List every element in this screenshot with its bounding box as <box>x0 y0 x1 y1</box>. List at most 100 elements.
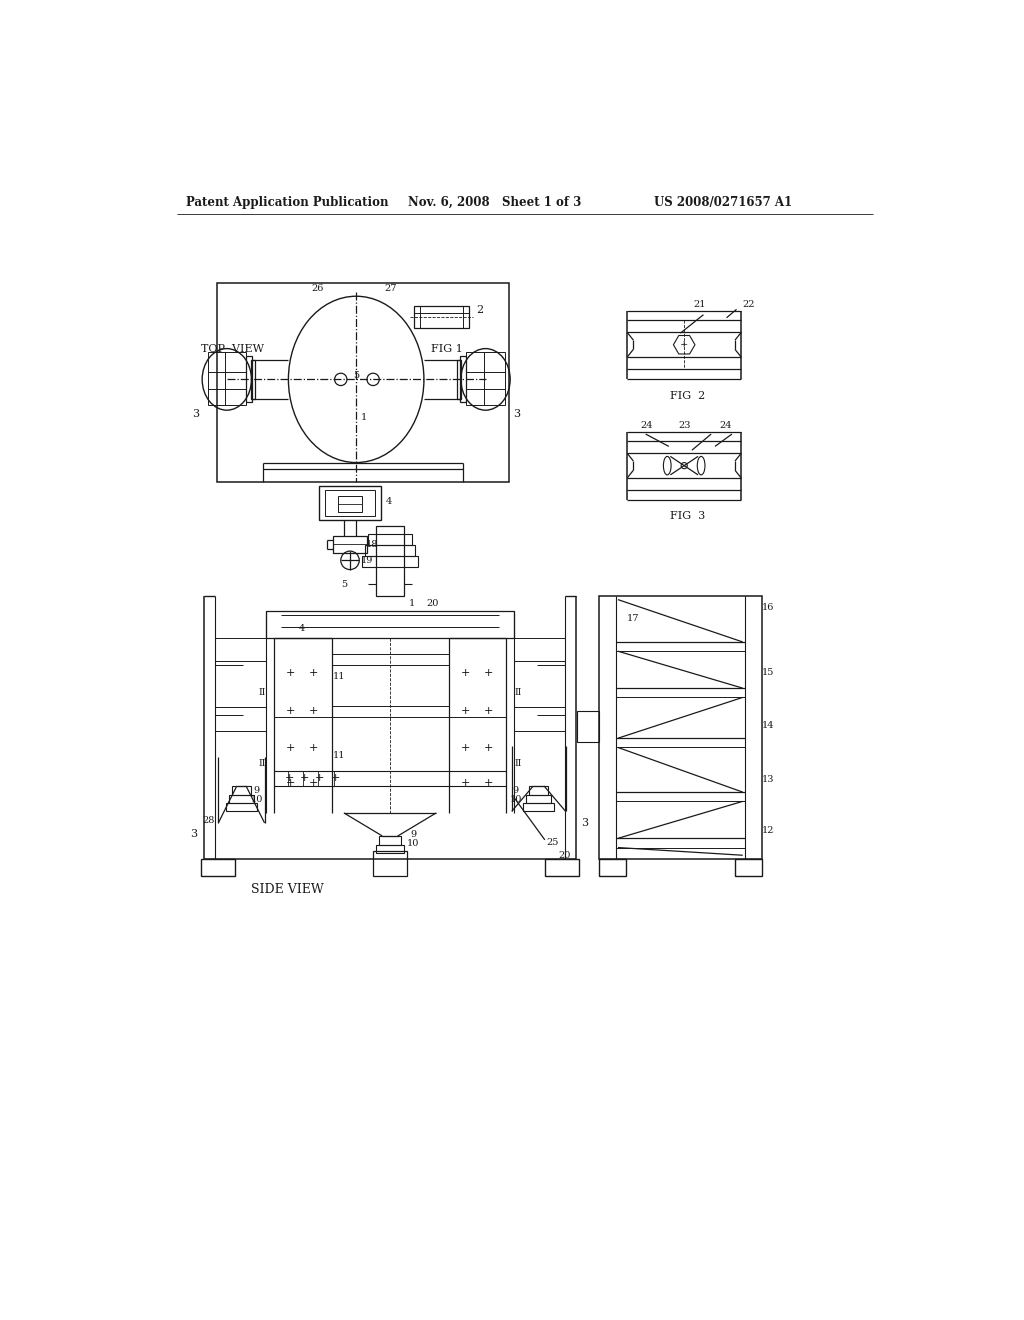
Bar <box>232 785 251 795</box>
Text: 10: 10 <box>251 796 263 804</box>
Text: 1: 1 <box>360 413 367 422</box>
Text: 1: 1 <box>409 599 415 609</box>
Text: II: II <box>259 688 266 697</box>
Text: +: + <box>286 706 295 717</box>
Bar <box>366 545 415 556</box>
Bar <box>529 785 548 795</box>
Polygon shape <box>674 335 695 354</box>
Bar <box>266 611 514 638</box>
Text: 2: 2 <box>476 305 483 315</box>
Text: +: + <box>309 706 318 717</box>
Text: +: + <box>484 777 494 788</box>
Bar <box>545 859 580 876</box>
Text: 4: 4 <box>299 624 305 634</box>
Text: FIG  3: FIG 3 <box>671 511 706 521</box>
Bar <box>414 306 469 327</box>
Text: 20: 20 <box>558 851 570 859</box>
Bar <box>339 496 361 512</box>
Text: 18: 18 <box>366 540 378 549</box>
Bar <box>326 490 375 516</box>
Text: +: + <box>309 743 318 754</box>
Text: 25: 25 <box>547 838 559 846</box>
Bar <box>373 851 407 876</box>
Text: 5: 5 <box>341 579 347 589</box>
Text: +: + <box>286 777 295 788</box>
Text: 3: 3 <box>513 409 520 418</box>
Bar <box>466 352 505 405</box>
Text: +: + <box>315 774 325 783</box>
Bar <box>252 360 255 399</box>
Text: II: II <box>259 759 266 768</box>
Text: 11: 11 <box>333 751 345 760</box>
Text: +: + <box>309 777 318 788</box>
Text: 28: 28 <box>202 816 214 825</box>
Text: 16: 16 <box>762 603 774 611</box>
Text: Nov. 6, 2008   Sheet 1 of 3: Nov. 6, 2008 Sheet 1 of 3 <box>408 195 582 209</box>
Text: II: II <box>514 688 521 697</box>
Text: 26: 26 <box>311 284 324 293</box>
Text: +: + <box>286 743 295 754</box>
Bar <box>208 352 246 405</box>
Text: II: II <box>514 759 521 768</box>
Bar <box>333 536 367 553</box>
Text: 10: 10 <box>509 796 522 804</box>
Text: 27: 27 <box>385 284 397 293</box>
Text: 14: 14 <box>762 721 774 730</box>
Text: +: + <box>309 668 318 677</box>
Bar <box>599 859 626 876</box>
Text: 4: 4 <box>385 496 391 506</box>
Text: 24: 24 <box>720 421 732 430</box>
Bar <box>735 859 762 876</box>
Text: +: + <box>484 743 494 754</box>
Text: +: + <box>285 774 294 783</box>
Text: 3: 3 <box>582 818 589 828</box>
Text: US 2008/0271657 A1: US 2008/0271657 A1 <box>654 195 793 209</box>
Text: FIG  2: FIG 2 <box>671 391 706 400</box>
Text: 15: 15 <box>762 668 774 677</box>
Text: 3: 3 <box>193 409 200 418</box>
Bar <box>319 486 381 520</box>
Text: 17: 17 <box>627 614 640 623</box>
Bar <box>217 284 509 482</box>
Text: +: + <box>484 668 494 677</box>
Text: 10: 10 <box>407 840 420 849</box>
Text: SIDE VIEW: SIDE VIEW <box>251 883 324 896</box>
Text: 11: 11 <box>333 672 345 681</box>
Bar <box>523 803 554 810</box>
Text: 23: 23 <box>678 421 690 430</box>
Text: +: + <box>461 743 470 754</box>
Text: 3: 3 <box>189 829 197 840</box>
Text: 9: 9 <box>512 787 518 795</box>
Text: 24: 24 <box>640 421 652 430</box>
Text: 21: 21 <box>693 300 706 309</box>
Text: 9: 9 <box>254 787 260 795</box>
Text: +: + <box>300 774 309 783</box>
Bar <box>376 845 403 853</box>
Text: +: + <box>286 668 295 677</box>
Bar <box>376 527 403 595</box>
Bar <box>362 556 418 566</box>
Text: FIG 1: FIG 1 <box>431 343 463 354</box>
Text: +: + <box>461 668 470 677</box>
Text: 5: 5 <box>353 371 359 380</box>
Text: +: + <box>484 706 494 717</box>
Text: +: + <box>461 777 470 788</box>
Text: 9: 9 <box>410 830 416 840</box>
Bar <box>226 803 257 810</box>
Bar <box>201 859 236 876</box>
Text: TOP  VIEW: TOP VIEW <box>201 343 263 354</box>
Text: +: + <box>680 341 688 350</box>
Bar <box>460 356 466 403</box>
Bar <box>246 356 252 403</box>
Bar <box>379 836 400 845</box>
Bar <box>599 595 762 859</box>
Text: 22: 22 <box>742 300 755 309</box>
Text: 19: 19 <box>360 556 373 565</box>
Bar <box>229 795 254 803</box>
Bar <box>369 535 412 545</box>
Text: 13: 13 <box>762 775 774 784</box>
Text: 12: 12 <box>762 826 774 836</box>
Text: 20: 20 <box>426 599 438 609</box>
Bar <box>526 795 551 803</box>
Bar <box>578 711 599 742</box>
